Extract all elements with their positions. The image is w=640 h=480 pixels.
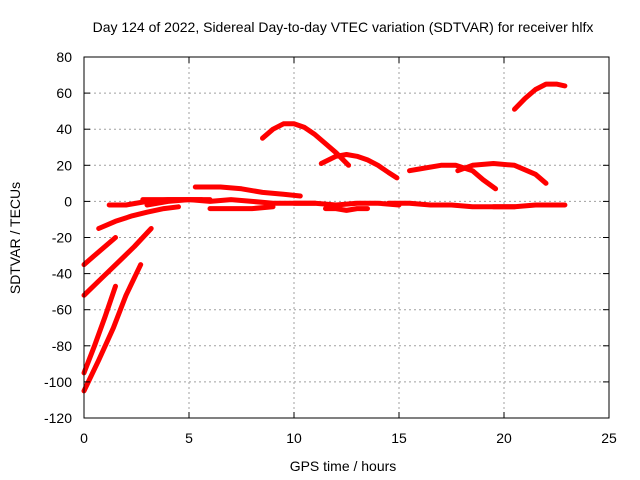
series-arc-16 — [407, 162, 499, 192]
series-arc-2 — [81, 226, 154, 298]
y-tick-label: -40 — [52, 266, 72, 282]
data-series-group — [81, 81, 568, 394]
series-arc-10 — [207, 204, 276, 212]
series-arc-3 — [81, 283, 118, 376]
x-tick-label: 15 — [391, 430, 407, 446]
y-tick-label: -80 — [52, 338, 72, 354]
series-arc-9 — [192, 184, 303, 199]
y-tick-label: 20 — [56, 157, 72, 173]
series-arc-14 — [323, 206, 370, 213]
series-arc-12 — [291, 200, 402, 208]
series-arc-5 — [96, 204, 181, 231]
x-tick-label: 10 — [286, 430, 302, 446]
y-tick-label: 0 — [64, 193, 72, 209]
x-axis-label: GPS time / hours — [290, 458, 397, 474]
series-arc-13 — [318, 152, 400, 181]
series-arc-1 — [81, 235, 118, 268]
series-arc-19 — [512, 81, 568, 112]
series-arc-17 — [455, 161, 549, 186]
series-arc-11 — [260, 121, 352, 168]
series-arc-4 — [81, 262, 144, 394]
chart-title: Day 124 of 2022, Sidereal Day-to-day VTE… — [93, 19, 594, 35]
x-tick-label: 0 — [80, 430, 88, 446]
tick-labels: 0 5 10 15 20 25 -120 -100 -80 -60 -40 -20 0 20 40 60 80 — [44, 49, 617, 446]
x-tick-label: 20 — [496, 430, 512, 446]
x-tick-label: 25 — [601, 430, 617, 446]
series-arc-18 — [491, 202, 568, 210]
y-tick-label: -60 — [52, 302, 72, 318]
x-tick-label: 5 — [185, 430, 193, 446]
y-tick-label: -100 — [44, 374, 72, 390]
y-tick-label: 80 — [56, 49, 72, 65]
y-tick-label: 60 — [56, 85, 72, 101]
y-tick-label: 40 — [56, 121, 72, 137]
axis-ticks — [83, 56, 610, 419]
grid-lines — [84, 57, 609, 418]
y-tick-label: -120 — [44, 410, 72, 426]
y-axis-label: SDTVAR / TECUs — [7, 182, 23, 294]
y-tick-label: -20 — [52, 230, 72, 246]
series-arc-8 — [144, 197, 205, 208]
